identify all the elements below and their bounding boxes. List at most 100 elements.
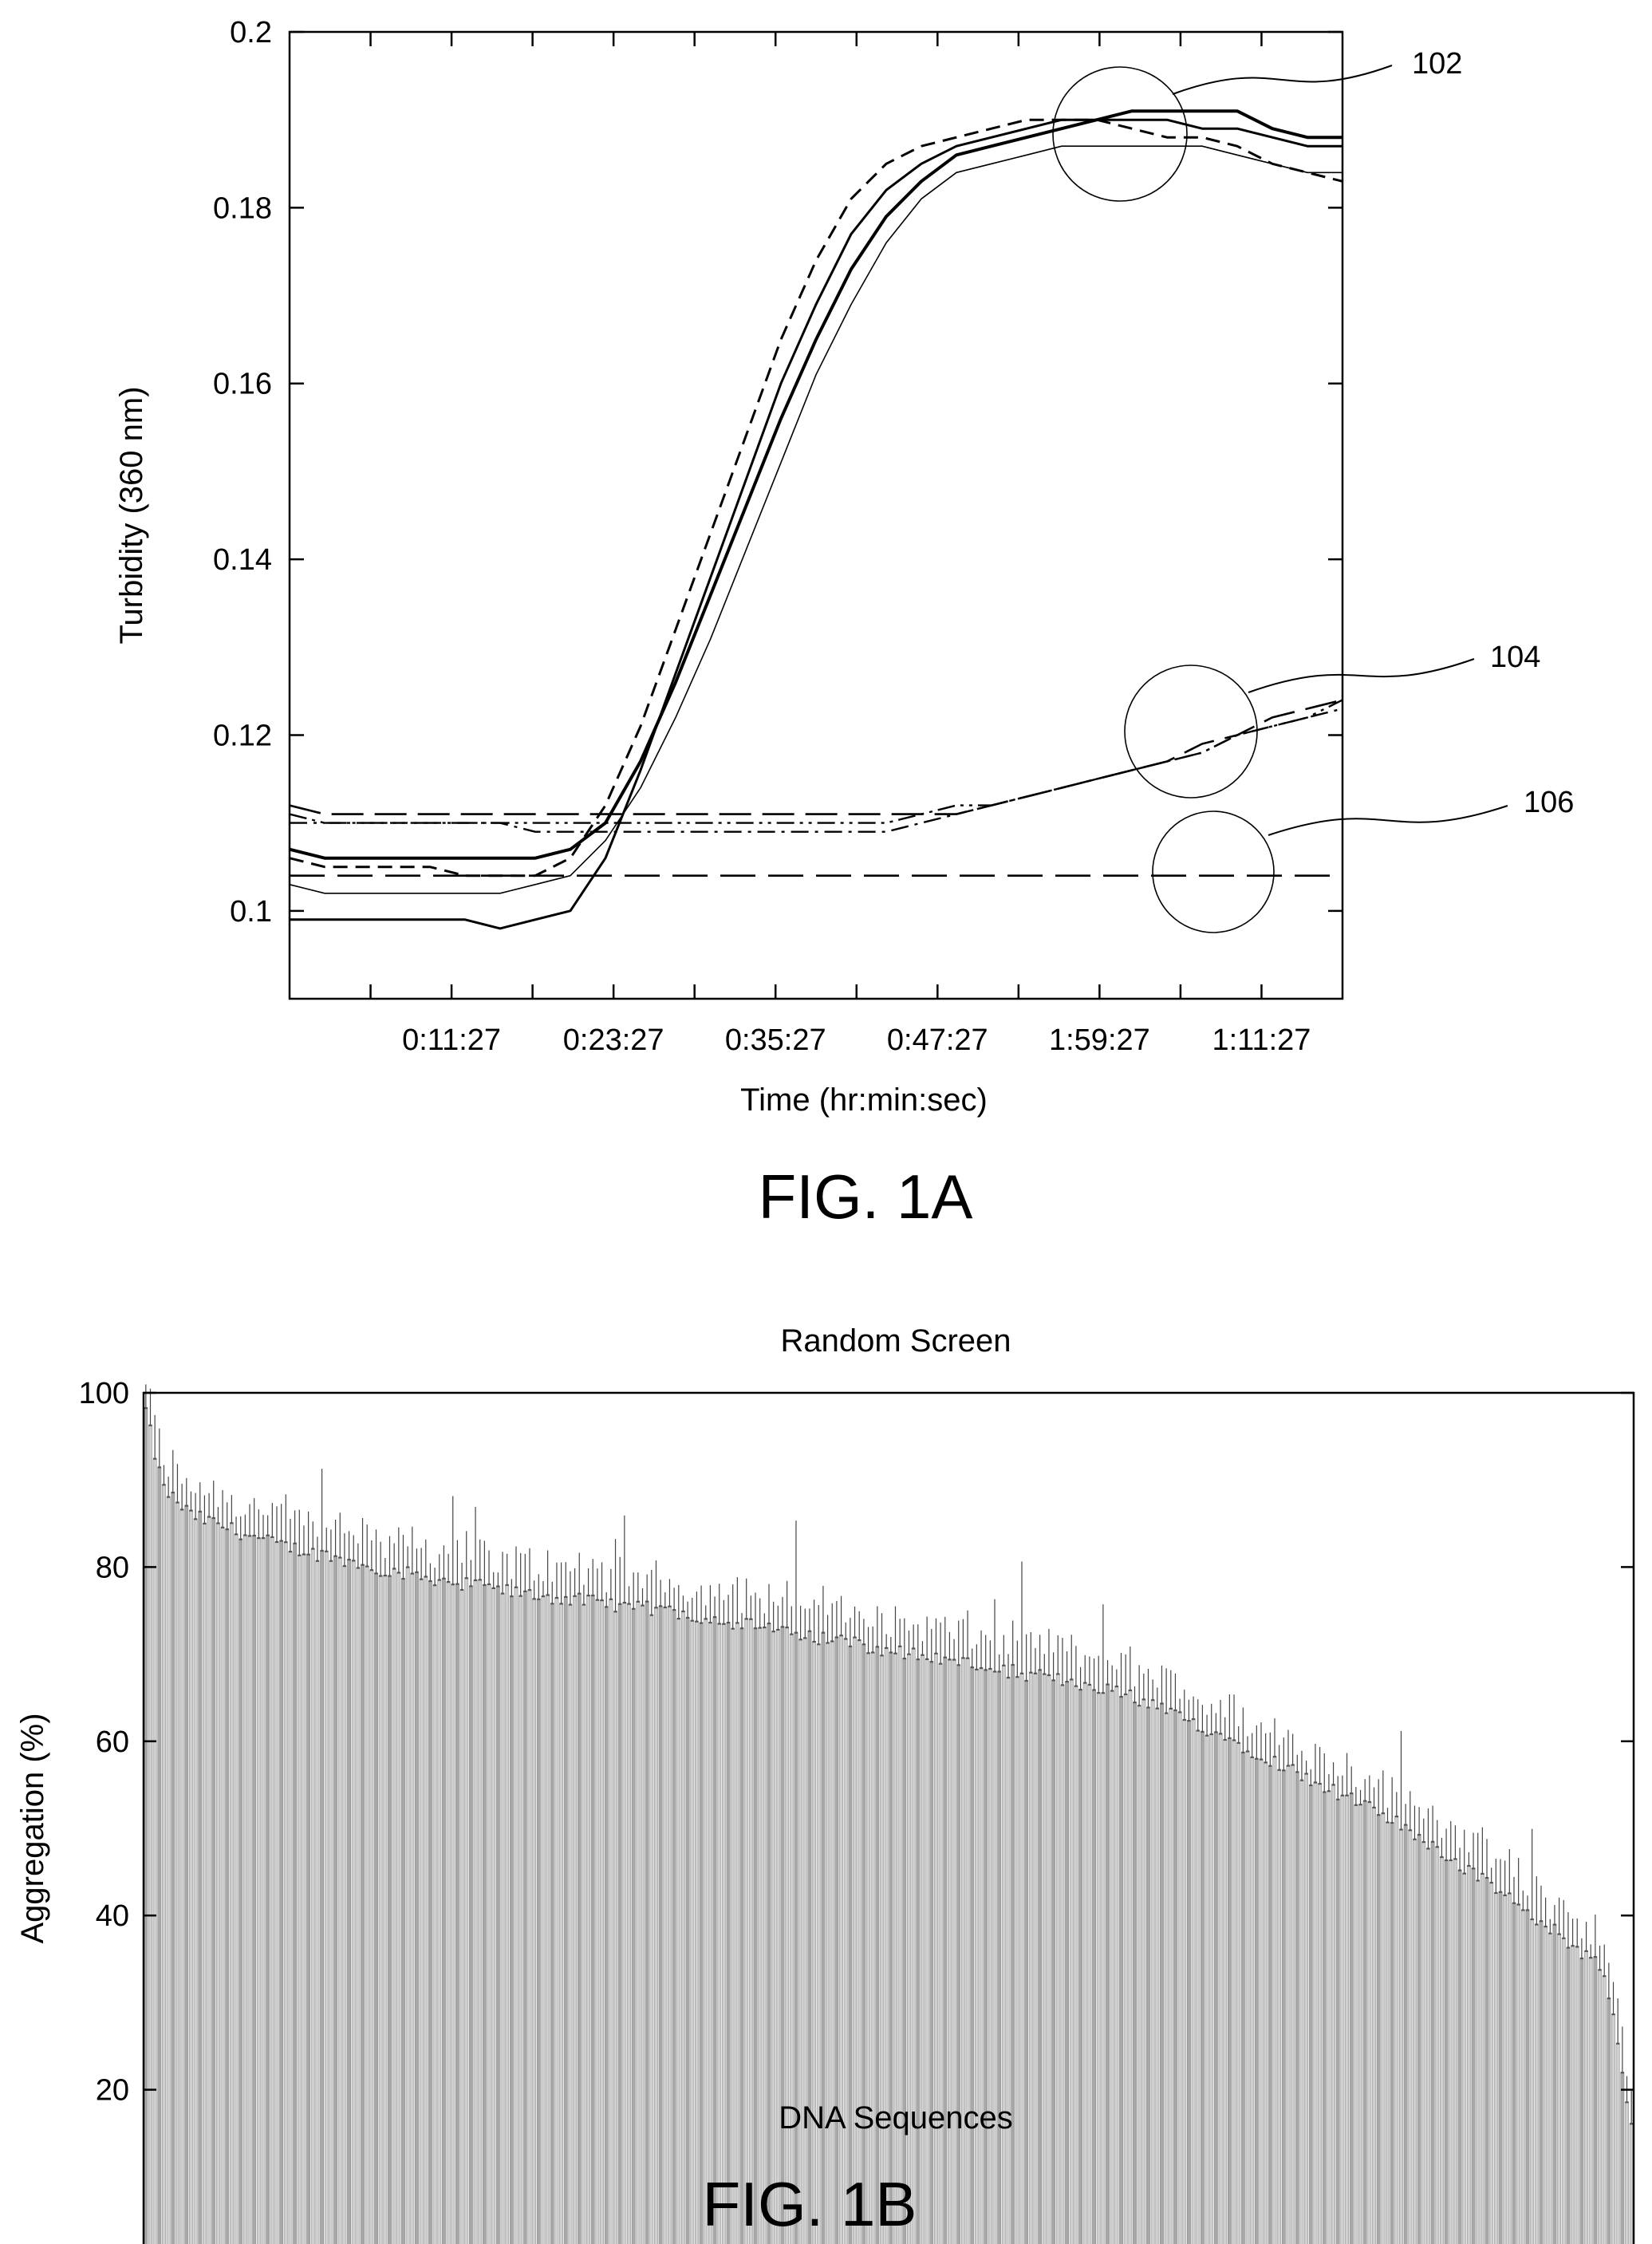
plot-b-bar xyxy=(1191,1718,1196,2244)
plot-b-bar xyxy=(794,1632,798,2244)
plot-b-bar xyxy=(1449,1859,1453,2244)
plot-b-bar xyxy=(1240,1752,1245,2244)
plot-b-bar xyxy=(1480,1873,1484,2244)
plot-b-bar xyxy=(1223,1739,1228,2244)
plot-b-bar xyxy=(451,1583,455,2244)
plot-b-bar xyxy=(654,1607,658,2244)
plot-a-ytick-label: 0.12 xyxy=(213,719,272,752)
figure-1b-caption: FIG. 1B xyxy=(703,2169,917,2239)
plot-a-callout-label: 106 xyxy=(1524,786,1574,819)
plot-a-series-line xyxy=(289,699,1343,824)
plot-b-bar xyxy=(1150,1699,1155,2244)
plot-b-bar xyxy=(437,1579,442,2244)
plot-b-bar xyxy=(785,1627,790,2244)
plot-b-bar xyxy=(726,1622,731,2244)
plot-b-bar xyxy=(424,1576,428,2244)
plot-b-bar xyxy=(1213,1732,1218,2244)
plot-b-bar xyxy=(256,1537,261,2244)
plot-b-bar xyxy=(934,1653,938,2244)
plot-b-bar xyxy=(1376,1814,1381,2244)
plot-a-callout-leader xyxy=(1248,658,1475,693)
plot-b-bar xyxy=(645,1601,649,2244)
plot-b-bar xyxy=(866,1653,870,2244)
plot-b-bar xyxy=(753,1627,758,2244)
plot-b-bar xyxy=(582,1604,586,2244)
plot-b-bar xyxy=(283,1541,288,2244)
plot-b-bar xyxy=(1299,1780,1304,2244)
plot-b-bar xyxy=(1367,1801,1372,2244)
plot-a-series xyxy=(289,109,1343,930)
plot-b-ytick-label: 80 xyxy=(96,1551,129,1584)
plot-b-bar xyxy=(1201,1731,1205,2244)
plot-b-bar xyxy=(984,1670,988,2244)
plot-b-bar xyxy=(1358,1804,1362,2244)
plot-b-bar xyxy=(514,1587,518,2244)
plot-b-bar xyxy=(487,1583,491,2244)
plot-b-bar xyxy=(522,1591,527,2244)
plot-b-bar xyxy=(1354,1804,1358,2244)
plot-b-bar xyxy=(351,1560,356,2244)
plot-b-bar xyxy=(383,1575,388,2244)
plot-b-bar xyxy=(735,1623,739,2244)
plot-b-bar xyxy=(293,1543,298,2244)
plot-b-bar xyxy=(144,1407,148,2244)
plot-b-bar xyxy=(1047,1674,1051,2244)
plot-b-bar xyxy=(333,1556,337,2244)
plot-a-frame xyxy=(288,30,1344,1000)
plot-b-bar xyxy=(1408,1830,1413,2244)
plot-b-bar xyxy=(717,1623,722,2244)
plot-b-bar xyxy=(500,1593,505,2244)
plot-b-bar xyxy=(220,1527,225,2244)
plot-b-bar xyxy=(193,1519,198,2244)
plot-b-bar xyxy=(374,1573,378,2244)
plot-b-bar xyxy=(1101,1693,1106,2244)
plot-b-bar xyxy=(834,1637,839,2244)
plot-b-bar xyxy=(324,1551,329,2244)
plot-b-bar xyxy=(1579,1958,1584,2244)
plot-b-bar xyxy=(911,1648,916,2244)
plot-b-bar xyxy=(830,1641,834,2244)
plot-b-bar xyxy=(721,1623,726,2244)
plot-b-bar xyxy=(1471,1868,1476,2244)
plot-b-bar xyxy=(802,1638,807,2244)
plot-b-bar xyxy=(1164,1713,1169,2244)
plot-b-bar xyxy=(478,1579,483,2244)
plot-b-bar xyxy=(1539,1920,1544,2244)
plot-b-bar xyxy=(1611,2013,1615,2244)
plot-b-bar xyxy=(1259,1759,1264,2244)
plot-b-bar xyxy=(695,1621,699,2244)
plot-b-bar xyxy=(482,1584,487,2244)
plot-a-callout-leader xyxy=(1172,65,1393,95)
plot-b-bar xyxy=(1349,1792,1354,2244)
plot-b-bar xyxy=(302,1554,306,2244)
plot-b-bar xyxy=(1160,1703,1164,2244)
plot-b-bar xyxy=(347,1559,351,2244)
plot-b-bar xyxy=(789,1634,794,2244)
plot-b-bar xyxy=(1281,1770,1286,2244)
plot-b-bar xyxy=(568,1604,573,2244)
plot-b-bar xyxy=(152,1458,157,2244)
plot-b-bar xyxy=(1453,1859,1457,2244)
plot-b-bar xyxy=(1141,1699,1146,2244)
plot-b-bar xyxy=(1476,1880,1480,2244)
plot-b-bar xyxy=(1457,1870,1462,2244)
plot-b-bar xyxy=(893,1653,897,2244)
plot-b-bar xyxy=(1024,1680,1029,2244)
plot-b-bar xyxy=(320,1550,324,2244)
plot-b-bar xyxy=(459,1589,464,2244)
plot-b-bar xyxy=(252,1535,257,2244)
plot-b-bar xyxy=(1552,1924,1557,2244)
plot-b-bar xyxy=(1051,1680,1056,2244)
plot-b-bar xyxy=(1209,1733,1214,2244)
plot-b-bar xyxy=(455,1583,459,2244)
plot-b-bar xyxy=(1169,1708,1173,2244)
plot-b-bar xyxy=(1322,1792,1327,2244)
plot-b-bar xyxy=(1146,1707,1150,2244)
plot-b-bar xyxy=(266,1535,270,2244)
plot-b-bar xyxy=(211,1517,216,2244)
plot-b-bar xyxy=(1173,1710,1177,2244)
plot-b-bar xyxy=(1128,1690,1133,2244)
plot-b-bar xyxy=(1264,1762,1268,2244)
plot-b-ytick-label: 100 xyxy=(79,1377,129,1410)
plot-b-bar xyxy=(392,1568,396,2244)
